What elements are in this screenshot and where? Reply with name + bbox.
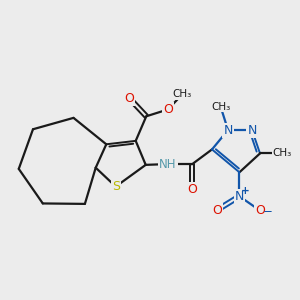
Text: CH₃: CH₃: [211, 102, 230, 112]
Text: O: O: [212, 203, 222, 217]
Text: NH: NH: [159, 158, 177, 171]
Text: CH₃: CH₃: [273, 148, 292, 158]
Text: N: N: [235, 190, 244, 203]
Text: CH₃: CH₃: [173, 89, 192, 99]
Text: +: +: [241, 186, 250, 196]
Text: S: S: [112, 180, 120, 193]
Text: N: N: [247, 124, 257, 136]
Text: O: O: [255, 204, 265, 217]
Text: −: −: [263, 205, 273, 218]
Text: O: O: [187, 183, 197, 196]
Text: O: O: [124, 92, 134, 104]
Text: O: O: [163, 103, 173, 116]
Text: N: N: [223, 124, 233, 136]
